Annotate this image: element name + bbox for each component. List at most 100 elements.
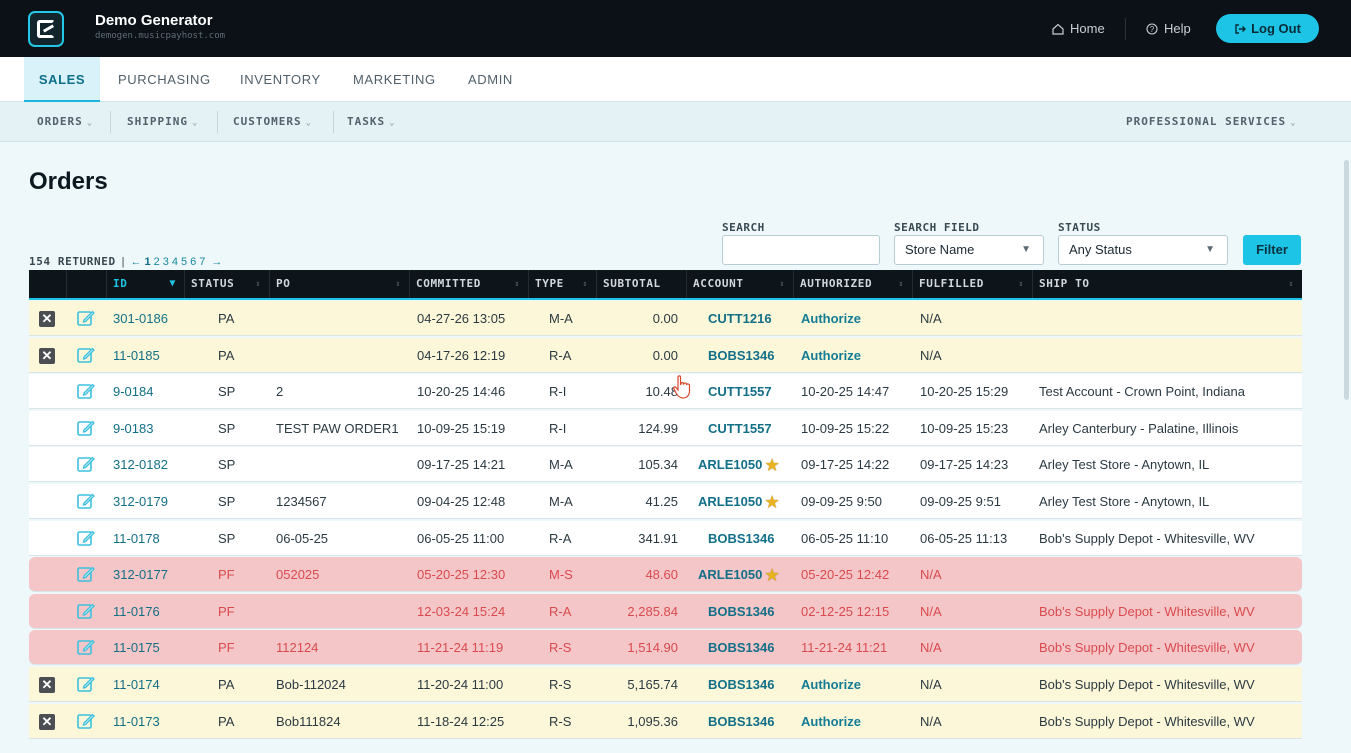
authorize-link[interactable]: Authorize bbox=[801, 347, 861, 363]
table-row[interactable]: ✕ 11-0173 PA Bob111824 11-18-24 12:25 R-S 1,09… bbox=[29, 703, 1302, 739]
account-link[interactable]: ARLE1050 ★ bbox=[698, 484, 779, 519]
th-account[interactable]: ACCOUNT ⇕ bbox=[686, 270, 793, 298]
tab-inventory[interactable]: INVENTORY bbox=[240, 72, 321, 87]
subtab-orders[interactable]: ORDERS ⌄ bbox=[37, 102, 93, 142]
delete-icon[interactable]: ✕ bbox=[39, 311, 55, 327]
edit-icon[interactable] bbox=[77, 383, 95, 400]
account-link[interactable]: ARLE1050 ★ bbox=[698, 557, 779, 592]
account-link[interactable]: BOBS1346 bbox=[708, 521, 774, 556]
th-fulfilled[interactable]: FULFILLED ⇕ bbox=[912, 270, 1032, 298]
tab-purchasing[interactable]: PURCHASING bbox=[118, 72, 211, 87]
account-link[interactable]: BOBS1346 bbox=[708, 594, 774, 629]
account-link[interactable]: BOBS1346 bbox=[708, 338, 774, 373]
page-scrollbar[interactable] bbox=[1344, 160, 1349, 400]
table-row[interactable]: 11-0178 SP 06-05-25 06-05-25 11:00 R-A 341.91… bbox=[29, 520, 1302, 556]
authorize-link[interactable]: Authorize bbox=[801, 713, 861, 729]
edit-icon[interactable] bbox=[77, 420, 95, 437]
subtab-tasks[interactable]: TASKS ⌄ bbox=[347, 102, 396, 142]
th-type[interactable]: TYPE ⇕ bbox=[528, 270, 596, 298]
tab-sales[interactable]: SALES bbox=[24, 57, 100, 102]
table-row[interactable]: 9-0184 SP 2 10-20-25 14:46 R-I 10.48 CUTT1557 1… bbox=[29, 374, 1302, 410]
th-ship-to[interactable]: SHIP TO ⇕ bbox=[1032, 270, 1302, 298]
th-id[interactable]: ID ▼ bbox=[106, 270, 184, 298]
page-link-7[interactable]: 7 bbox=[199, 255, 206, 268]
filter-button[interactable]: Filter bbox=[1243, 235, 1301, 265]
table-row[interactable]: 11-0175 PF 112124 11-21-24 11:19 R-S 1,514.90… bbox=[29, 630, 1302, 666]
order-id-link[interactable]: 9-0183 bbox=[113, 420, 154, 436]
th-authorized[interactable]: AUTHORIZED ⇕ bbox=[793, 270, 912, 298]
page-link-2[interactable]: 2 bbox=[153, 255, 160, 268]
table-row[interactable]: 11-0176 PF 12-03-24 15:24 R-A 2,285.84 BOBS13… bbox=[29, 593, 1302, 629]
edit-icon[interactable] bbox=[77, 603, 95, 620]
search-input[interactable] bbox=[722, 235, 880, 265]
account-link[interactable]: CUTT1216 bbox=[708, 301, 772, 336]
edit-icon[interactable] bbox=[77, 493, 95, 510]
order-id-link[interactable]: 11-0185 bbox=[113, 347, 160, 363]
account-link[interactable]: BOBS1346 bbox=[708, 667, 774, 702]
account-label: ARLE1050 bbox=[698, 567, 763, 583]
table-row[interactable]: ✕ 11-0185 PA 04-17-26 12:19 R-A 0.00 BOBS1346 A… bbox=[29, 337, 1302, 373]
order-type: M-A bbox=[549, 457, 573, 473]
tab-marketing[interactable]: MARKETING bbox=[353, 72, 436, 87]
edit-icon[interactable] bbox=[77, 347, 95, 364]
prev-page-icon[interactable]: ← bbox=[130, 255, 142, 268]
table-row[interactable]: 312-0179 SP 1234567 09-04-25 12:48 M-A 41.25 A… bbox=[29, 484, 1302, 519]
edit-icon[interactable] bbox=[77, 456, 95, 473]
subtab-professional-services[interactable]: PROFESSIONAL SERVICES ⌄ bbox=[1126, 102, 1297, 142]
page-link-3[interactable]: 3 bbox=[162, 255, 169, 268]
order-id-link[interactable]: 11-0174 bbox=[113, 677, 160, 692]
th-subtotal[interactable]: SUBTOTAL bbox=[596, 270, 686, 298]
table-row[interactable]: 312-0177 PF 052025 05-20-25 12:30 M-S 48.60 AR… bbox=[29, 557, 1302, 593]
logout-button[interactable]: Log Out bbox=[1216, 14, 1319, 43]
subtab-shipping[interactable]: SHIPPING ⌄ bbox=[127, 102, 198, 142]
order-id-link[interactable]: 9-0184 bbox=[113, 384, 154, 400]
order-id-link[interactable]: 11-0173 bbox=[113, 713, 160, 729]
th-committed[interactable]: COMMITTED ⇕ bbox=[409, 270, 528, 298]
order-id-link[interactable]: 312-0179 bbox=[113, 494, 168, 509]
delete-icon[interactable]: ✕ bbox=[39, 713, 55, 730]
order-id-link[interactable]: 312-0182 bbox=[113, 457, 168, 473]
th-po[interactable]: PO ⇕ bbox=[269, 270, 409, 298]
order-subtotal: 105.34 bbox=[638, 457, 678, 473]
app-logo-icon[interactable] bbox=[28, 11, 64, 47]
page-link-6[interactable]: 6 bbox=[190, 255, 197, 268]
order-id-link[interactable]: 11-0176 bbox=[113, 603, 160, 619]
table-row[interactable]: 312-0182 SP 09-17-25 14:21 M-A 105.34 ARLE105… bbox=[29, 447, 1302, 483]
order-id-link[interactable]: 312-0177 bbox=[113, 567, 168, 583]
search-field-select[interactable]: Store Name ▼ bbox=[894, 235, 1044, 265]
order-id-link[interactable]: 301-0186 bbox=[113, 311, 168, 326]
page-link-5[interactable]: 5 bbox=[181, 255, 188, 268]
home-link[interactable]: Home bbox=[1052, 21, 1105, 36]
account-link[interactable]: CUTT1557 bbox=[708, 374, 772, 409]
delete-icon[interactable]: ✕ bbox=[39, 347, 55, 364]
authorize-link[interactable]: Authorize bbox=[801, 677, 861, 692]
page-link-4[interactable]: 4 bbox=[171, 255, 179, 268]
table-row[interactable]: 9-0183 SP TEST PAW ORDER1 10-09-25 15:19 R-I… bbox=[29, 410, 1302, 446]
account-link[interactable]: BOBS1346 bbox=[708, 704, 774, 739]
edit-icon[interactable] bbox=[77, 530, 95, 547]
account-link[interactable]: ARLE1050 ★ bbox=[698, 447, 779, 482]
delete-icon[interactable]: ✕ bbox=[39, 677, 55, 693]
edit-icon[interactable] bbox=[77, 639, 95, 656]
account-link[interactable]: CUTT1557 bbox=[708, 411, 772, 446]
table-row[interactable]: ✕ 301-0186 PA 04-27-26 13:05 M-A 0.00 CUTT1216… bbox=[29, 301, 1302, 336]
edit-icon[interactable] bbox=[77, 676, 95, 693]
next-page-icon[interactable]: → bbox=[211, 255, 223, 268]
authorize-link[interactable]: Authorize bbox=[801, 311, 861, 326]
help-link[interactable]: ? Help bbox=[1146, 21, 1191, 36]
th-status[interactable]: STATUS ⇕ bbox=[184, 270, 269, 298]
table-row[interactable]: ✕ 11-0174 PA Bob-112024 11-20-24 11:00 R-S 5,1… bbox=[29, 667, 1302, 702]
order-id-link[interactable]: 11-0175 bbox=[113, 640, 160, 656]
account-link[interactable]: BOBS1346 bbox=[708, 630, 774, 665]
status-select[interactable]: Any Status ▼ bbox=[1058, 235, 1228, 265]
page-link-1[interactable]: 1 bbox=[144, 255, 151, 268]
tab-admin[interactable]: ADMIN bbox=[468, 72, 513, 87]
edit-icon[interactable] bbox=[77, 310, 95, 327]
edit-icon[interactable] bbox=[77, 713, 95, 730]
subtab-customers[interactable]: CUSTOMERS ⌄ bbox=[233, 102, 312, 142]
edit-icon[interactable] bbox=[77, 566, 95, 583]
order-status: PF bbox=[218, 567, 235, 583]
order-fulfilled: N/A bbox=[920, 347, 942, 363]
order-id-link[interactable]: 11-0178 bbox=[113, 530, 160, 546]
